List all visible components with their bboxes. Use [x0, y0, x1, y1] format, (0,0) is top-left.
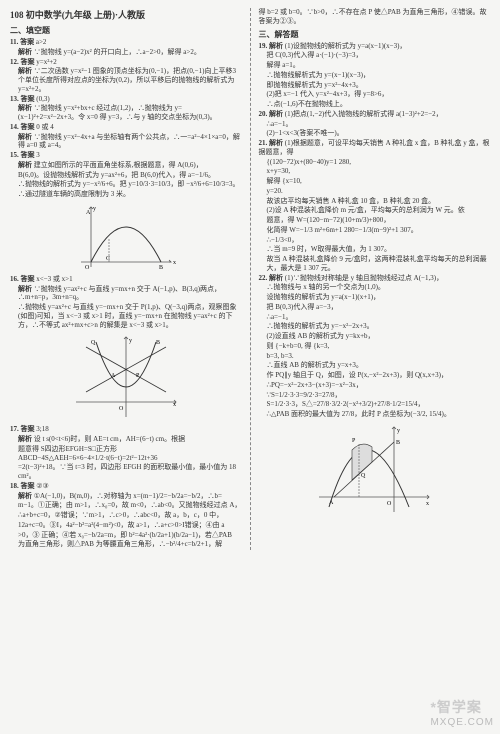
watermark-line2: MXQE.COM: [430, 717, 494, 728]
q11-num: 11.: [10, 38, 18, 46]
fig1-A: A: [86, 210, 91, 216]
q20: 20. 解析 (1)把点(1,−2)代入抛物线的解析式得 a(1−3)²+2=−…: [259, 110, 491, 119]
svg-text:A: A: [111, 373, 116, 379]
fig1-x: x: [173, 260, 176, 266]
q17: 17. 答案 3;18: [10, 425, 242, 434]
q15-exp: 解析 建立如图所示的平面直角坐标系,根据题意，得 A(0,6)，: [10, 161, 242, 170]
q11: 11. 答案 a>2: [10, 38, 242, 47]
section-fill-title: 二、填空题: [10, 25, 242, 36]
svg-text:A: A: [329, 500, 334, 506]
figure-parabola-lines: Q B A P O x y: [71, 332, 181, 422]
watermark: *智学案 MXQE.COM: [430, 697, 494, 728]
svg-text:y: y: [129, 338, 132, 344]
svg-text:P: P: [352, 438, 356, 444]
q11-exp: 解析 ∵抛物线 y=(a−2)x² 的开口向上，∴a−2>0，解得 a>2。: [10, 48, 242, 57]
q16: 16. 答案 x<−3 或 x>1: [10, 275, 242, 284]
svg-text:x: x: [426, 501, 429, 507]
q15: 15. 答案 3: [10, 151, 242, 160]
q17-exp: 解析 设 t s(0<t<6)时，则 AE=t cm，AH=(6−t) cm。根…: [10, 435, 242, 444]
q18-cont: 得 b=2 或 b=0。∵b>0，∴不存在点 P 使△PAB 为直角三角形，④错…: [259, 8, 491, 26]
figure-tunnel-parabola: A C O B x y: [71, 202, 181, 272]
svg-text:Q: Q: [91, 340, 96, 346]
q12-exp: 解析 ∵二次函数 y=x²−1 图象的顶点坐标为(0,−1)，把点(0,−1)向…: [10, 67, 242, 93]
q13-exp: 解析 ∵抛物线 y=x²+bx+c 经过点(1,2)，∴抛物线为 y=(x−1)…: [10, 104, 242, 122]
watermark-line1: *智学案: [430, 697, 494, 717]
q11-ans-label: 答案: [20, 38, 34, 46]
q14: 14. 答案 0 或 4: [10, 123, 242, 132]
fig1-y: y: [93, 206, 96, 212]
svg-text:O: O: [119, 406, 124, 412]
q19: 19. 解析 (1)设抛物线的解析式为 y=a(x−1)(x−3)，: [259, 42, 491, 51]
right-column: 得 b=2 或 b=0。∵b>0，∴不存在点 P 使△PAB 为直角三角形，④错…: [259, 8, 491, 550]
q14-exp: 解析 ∵抛物线 y=x²−4x+a 与坐标轴有两个公共点，∴一=a²−4×1×a…: [10, 133, 242, 151]
svg-text:y: y: [397, 428, 400, 434]
q12: 12. 答案 y=x²+2: [10, 58, 242, 67]
svg-text:B: B: [396, 440, 400, 446]
fig1-O: O: [85, 265, 90, 271]
svg-text:O: O: [387, 501, 392, 507]
figure-parabola-shaded: y B P A Q O x: [314, 422, 434, 517]
svg-text:B: B: [156, 340, 160, 346]
svg-text:Q: Q: [361, 473, 366, 479]
fig1-C: C: [106, 256, 110, 262]
page-header: 108 初中数学(九年级 上册)·人教版: [10, 8, 242, 21]
fig1-B: B: [159, 265, 163, 271]
q18: 18. 答案 ②③: [10, 482, 242, 491]
q13: 13. 答案 (0,3): [10, 95, 242, 104]
q22: 22. 解析 (1)∵抛物线对称轴是 y 轴且抛物线经过点 A(−1,3)，: [259, 274, 491, 283]
left-column: 108 初中数学(九年级 上册)·人教版 二、填空题 11. 答案 a>2 解析…: [10, 8, 242, 550]
svg-text:x: x: [173, 402, 176, 408]
q16-exp: 解析 ∵抛物线 y=ax²+c 与直线 y=mx+n 交于 A(−1,p)、B(…: [10, 285, 242, 303]
q11-ans: a>2: [36, 38, 47, 46]
column-divider: [250, 8, 251, 550]
q18-exp: 解析 ①A(−1,0)，B(m,0)，∴对称轴为 x=(m−1)/2=−b/2a…: [10, 492, 242, 501]
section-solve-title: 三、解答题: [259, 29, 491, 40]
q21: 21. 解析 (1)根据题意，可设平均每天销售 A 种礼盒 x 盒，B 种礼盒 …: [259, 139, 491, 157]
